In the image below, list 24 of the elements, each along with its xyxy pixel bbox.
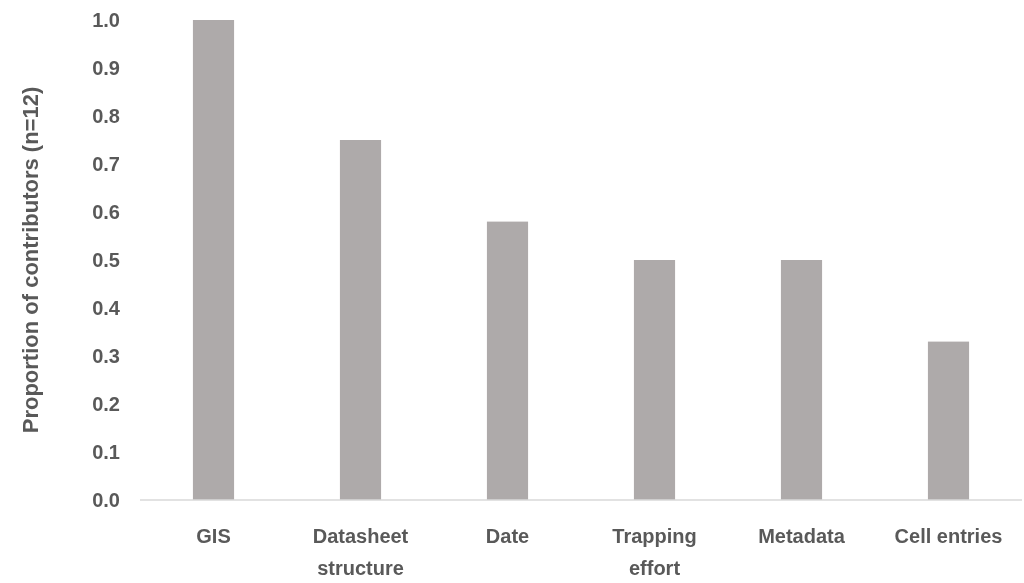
bar (192, 20, 235, 500)
y-tick-label: 0.7 (92, 152, 120, 175)
y-tick-label: 0.5 (92, 248, 120, 271)
y-tick-label: 0.3 (92, 344, 120, 367)
x-tick-label: Cell entries (894, 525, 1003, 547)
y-tick-label: 0.1 (92, 440, 120, 463)
y-tick-label: 0.8 (92, 104, 120, 127)
bar (633, 260, 676, 500)
x-tick-label: Trapping effort (612, 525, 697, 579)
bar (780, 260, 823, 500)
y-axis-title: Proportion of contributors (n=12) (18, 86, 43, 434)
y-tick-label: 0.6 (92, 200, 120, 223)
bar (486, 221, 529, 500)
bar (339, 140, 382, 500)
bar (927, 341, 970, 500)
y-tick-label: 0.9 (92, 56, 120, 79)
y-tick-label: 0.4 (92, 296, 121, 319)
y-tick-label: 0.0 (92, 488, 120, 511)
y-tick-label: 1.0 (92, 8, 120, 31)
x-tick-label: Datasheet structure (312, 525, 409, 579)
x-tick-label: Metadata (758, 525, 846, 547)
x-tick-label: Date (485, 525, 530, 547)
x-tick-label: GIS (196, 525, 231, 547)
y-tick-label: 0.2 (92, 392, 120, 415)
